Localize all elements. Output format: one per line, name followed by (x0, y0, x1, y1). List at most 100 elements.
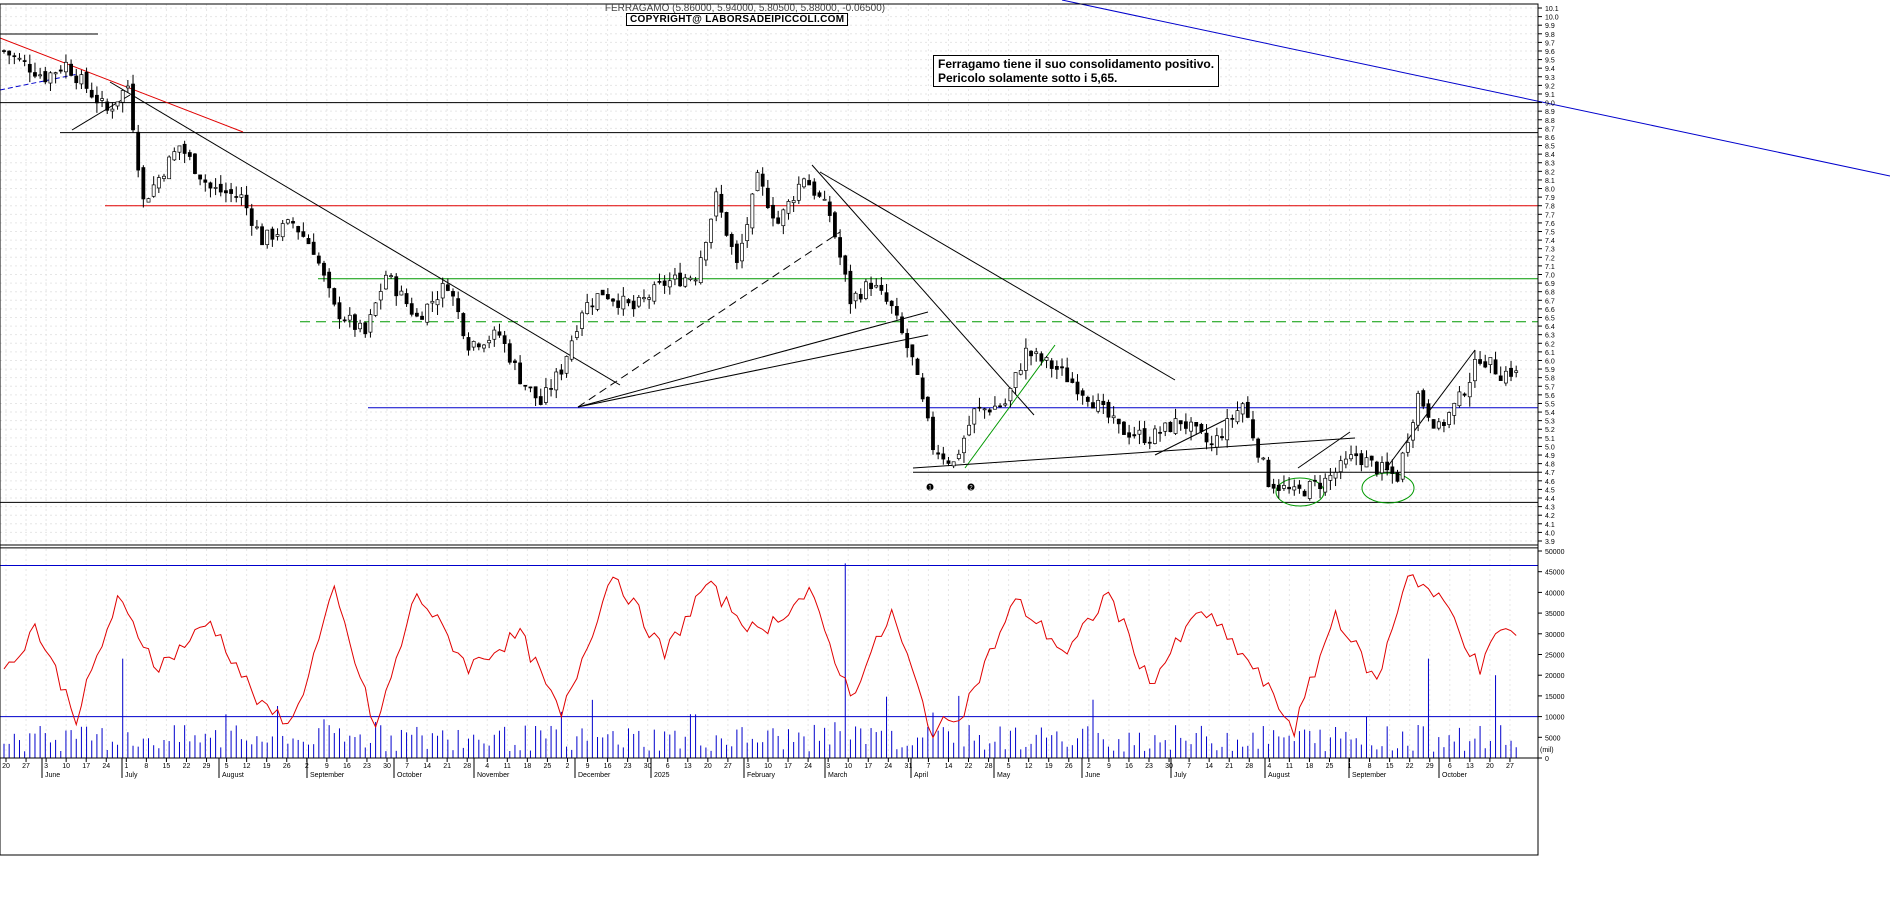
date-tick-label: 24 (102, 763, 110, 770)
candle-body (487, 340, 492, 344)
candle-body (1044, 357, 1049, 361)
candle-body (693, 279, 698, 282)
candle-body (802, 178, 806, 188)
price-tick-label: 6.3 (1545, 333, 1555, 340)
candle-body (1457, 391, 1462, 407)
price-tick-label: 4.4 (1545, 496, 1555, 503)
candle-body (1178, 420, 1183, 425)
trendline (819, 171, 1176, 381)
candle-body (1173, 418, 1178, 434)
candle-body (1251, 419, 1255, 439)
date-tick-label: 23 (1145, 763, 1153, 770)
candle-body (1266, 459, 1271, 488)
date-tick-label: 22 (1406, 763, 1414, 770)
candle-body (843, 255, 848, 275)
candle-body (33, 72, 37, 77)
candle-body (285, 219, 290, 224)
candle-body (1442, 422, 1446, 426)
price-tick-label: 4.7 (1545, 470, 1555, 477)
date-tick-label: 16 (604, 763, 612, 770)
candle-body (244, 194, 249, 209)
candle-body (296, 226, 301, 233)
date-tick-label: 27 (22, 763, 30, 770)
candle-body (1498, 375, 1503, 381)
candle-body (1416, 393, 1421, 426)
candle-body (724, 212, 729, 236)
candle-body (647, 297, 652, 300)
date-tick-label: 17 (784, 763, 792, 770)
candle-body (616, 300, 621, 308)
marker-dot (926, 483, 934, 491)
candle-body (1271, 483, 1276, 489)
trendline (811, 164, 1035, 416)
marker-label: 1 (928, 486, 932, 492)
candle-body (549, 388, 553, 390)
candle-body (569, 340, 574, 360)
candle-body (162, 175, 166, 179)
candle-body (1240, 403, 1245, 415)
candle-body (1395, 472, 1400, 482)
price-tick-label: 5.3 (1545, 419, 1555, 426)
grid (0, 4, 1538, 758)
candle-body (146, 198, 151, 203)
candle-body (812, 181, 817, 196)
date-tick-label: 10 (764, 763, 772, 770)
trendline (0, 73, 79, 91)
candle-body (719, 193, 724, 213)
chart-title: FERRAGAMO (5.86000, 5.94000, 5.80500, 5.… (604, 3, 886, 14)
month-tick-label: July (125, 772, 138, 779)
date-tick-label: 17 (864, 763, 872, 770)
candle-body (84, 71, 89, 89)
candle-body (507, 343, 512, 363)
candle-body (1168, 421, 1173, 433)
price-tick-label: 10.1 (1545, 6, 1559, 13)
candle-body (451, 291, 455, 297)
candle-body (1225, 418, 1230, 441)
candle-body (977, 406, 982, 409)
price-tick-label: 4.5 (1545, 487, 1555, 494)
price-tick-label: 5.8 (1545, 376, 1555, 383)
price-tick-label: 9.1 (1545, 92, 1555, 99)
candle-body (48, 72, 53, 84)
candle-body (1302, 490, 1307, 497)
date-tick-label: 10 (844, 763, 852, 770)
date-tick-label: 6 (666, 763, 670, 770)
month-tick-label: March (828, 772, 848, 779)
candle-body (492, 329, 497, 340)
date-tick-label: 21 (1225, 763, 1233, 770)
candle-body (1049, 360, 1054, 369)
candle-body (910, 344, 915, 358)
candle-body (280, 223, 285, 238)
candle-body (1060, 366, 1064, 369)
candle-body (414, 312, 419, 317)
candle-body (714, 191, 719, 217)
candle-body (311, 241, 316, 255)
candle-body (440, 283, 445, 299)
trendline (577, 334, 929, 408)
volume-tick-label: 40000 (1545, 590, 1565, 597)
candle-body (1380, 462, 1384, 474)
candle-body (301, 231, 306, 237)
candle-body (187, 152, 192, 157)
candle-body (1509, 367, 1513, 377)
candle-body (1431, 419, 1436, 429)
price-tick-label: 8.1 (1545, 178, 1555, 185)
date-tick-label: 9 (586, 763, 590, 770)
month-tick-label: February (747, 772, 776, 779)
month-tick-label: July (1174, 772, 1187, 779)
candle-body (1003, 403, 1008, 406)
candle-body (1452, 402, 1457, 416)
volume-tick-label: 50000 (1545, 549, 1565, 556)
date-tick-label: 30 (644, 763, 652, 770)
month-tick-label: August (222, 772, 244, 779)
candle-body (1478, 359, 1482, 364)
candle-body (1503, 370, 1508, 384)
price-tick-label: 8.3 (1545, 161, 1555, 168)
candle-body (332, 288, 337, 305)
date-tick-label: 6 (1448, 763, 1452, 770)
candle-body (1080, 390, 1085, 396)
candle-body (740, 242, 744, 262)
candle-body (657, 281, 662, 283)
trendline (1154, 419, 1226, 456)
candle-body (53, 72, 58, 75)
